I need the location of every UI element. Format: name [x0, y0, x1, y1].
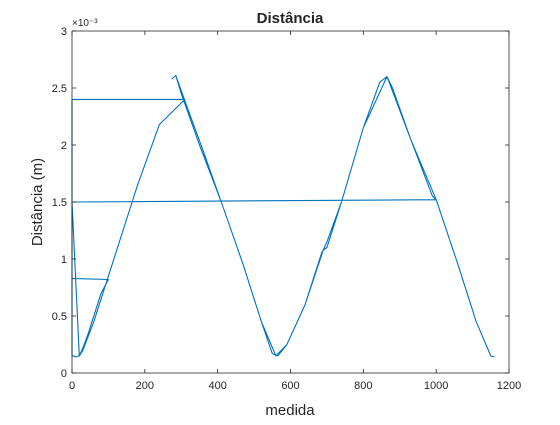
- x-tick-label: 600: [281, 380, 299, 392]
- y-tick-label: 3: [61, 26, 67, 38]
- x-axis-label: medida: [265, 402, 315, 419]
- chart-title: Distância: [257, 10, 324, 27]
- y-tick-label: 2: [61, 140, 67, 152]
- y-exponent-label: ×10⁻³: [72, 18, 98, 29]
- x-tick-label: 200: [136, 380, 154, 392]
- x-tick-label: 1200: [497, 380, 521, 392]
- y-tick-label: 1.5: [52, 197, 67, 209]
- x-tick-label: 400: [208, 380, 226, 392]
- y-tick-label: 1: [61, 254, 67, 266]
- x-tick-label: 0: [69, 380, 75, 392]
- y-tick-label: 2.5: [52, 83, 67, 95]
- y-axis-label: Distância (m): [29, 158, 46, 246]
- y-tick-label: 0: [61, 368, 67, 380]
- x-tick-label: 800: [354, 380, 372, 392]
- y-tick-label: 0.5: [52, 311, 67, 323]
- x-tick-label: 1000: [424, 380, 448, 392]
